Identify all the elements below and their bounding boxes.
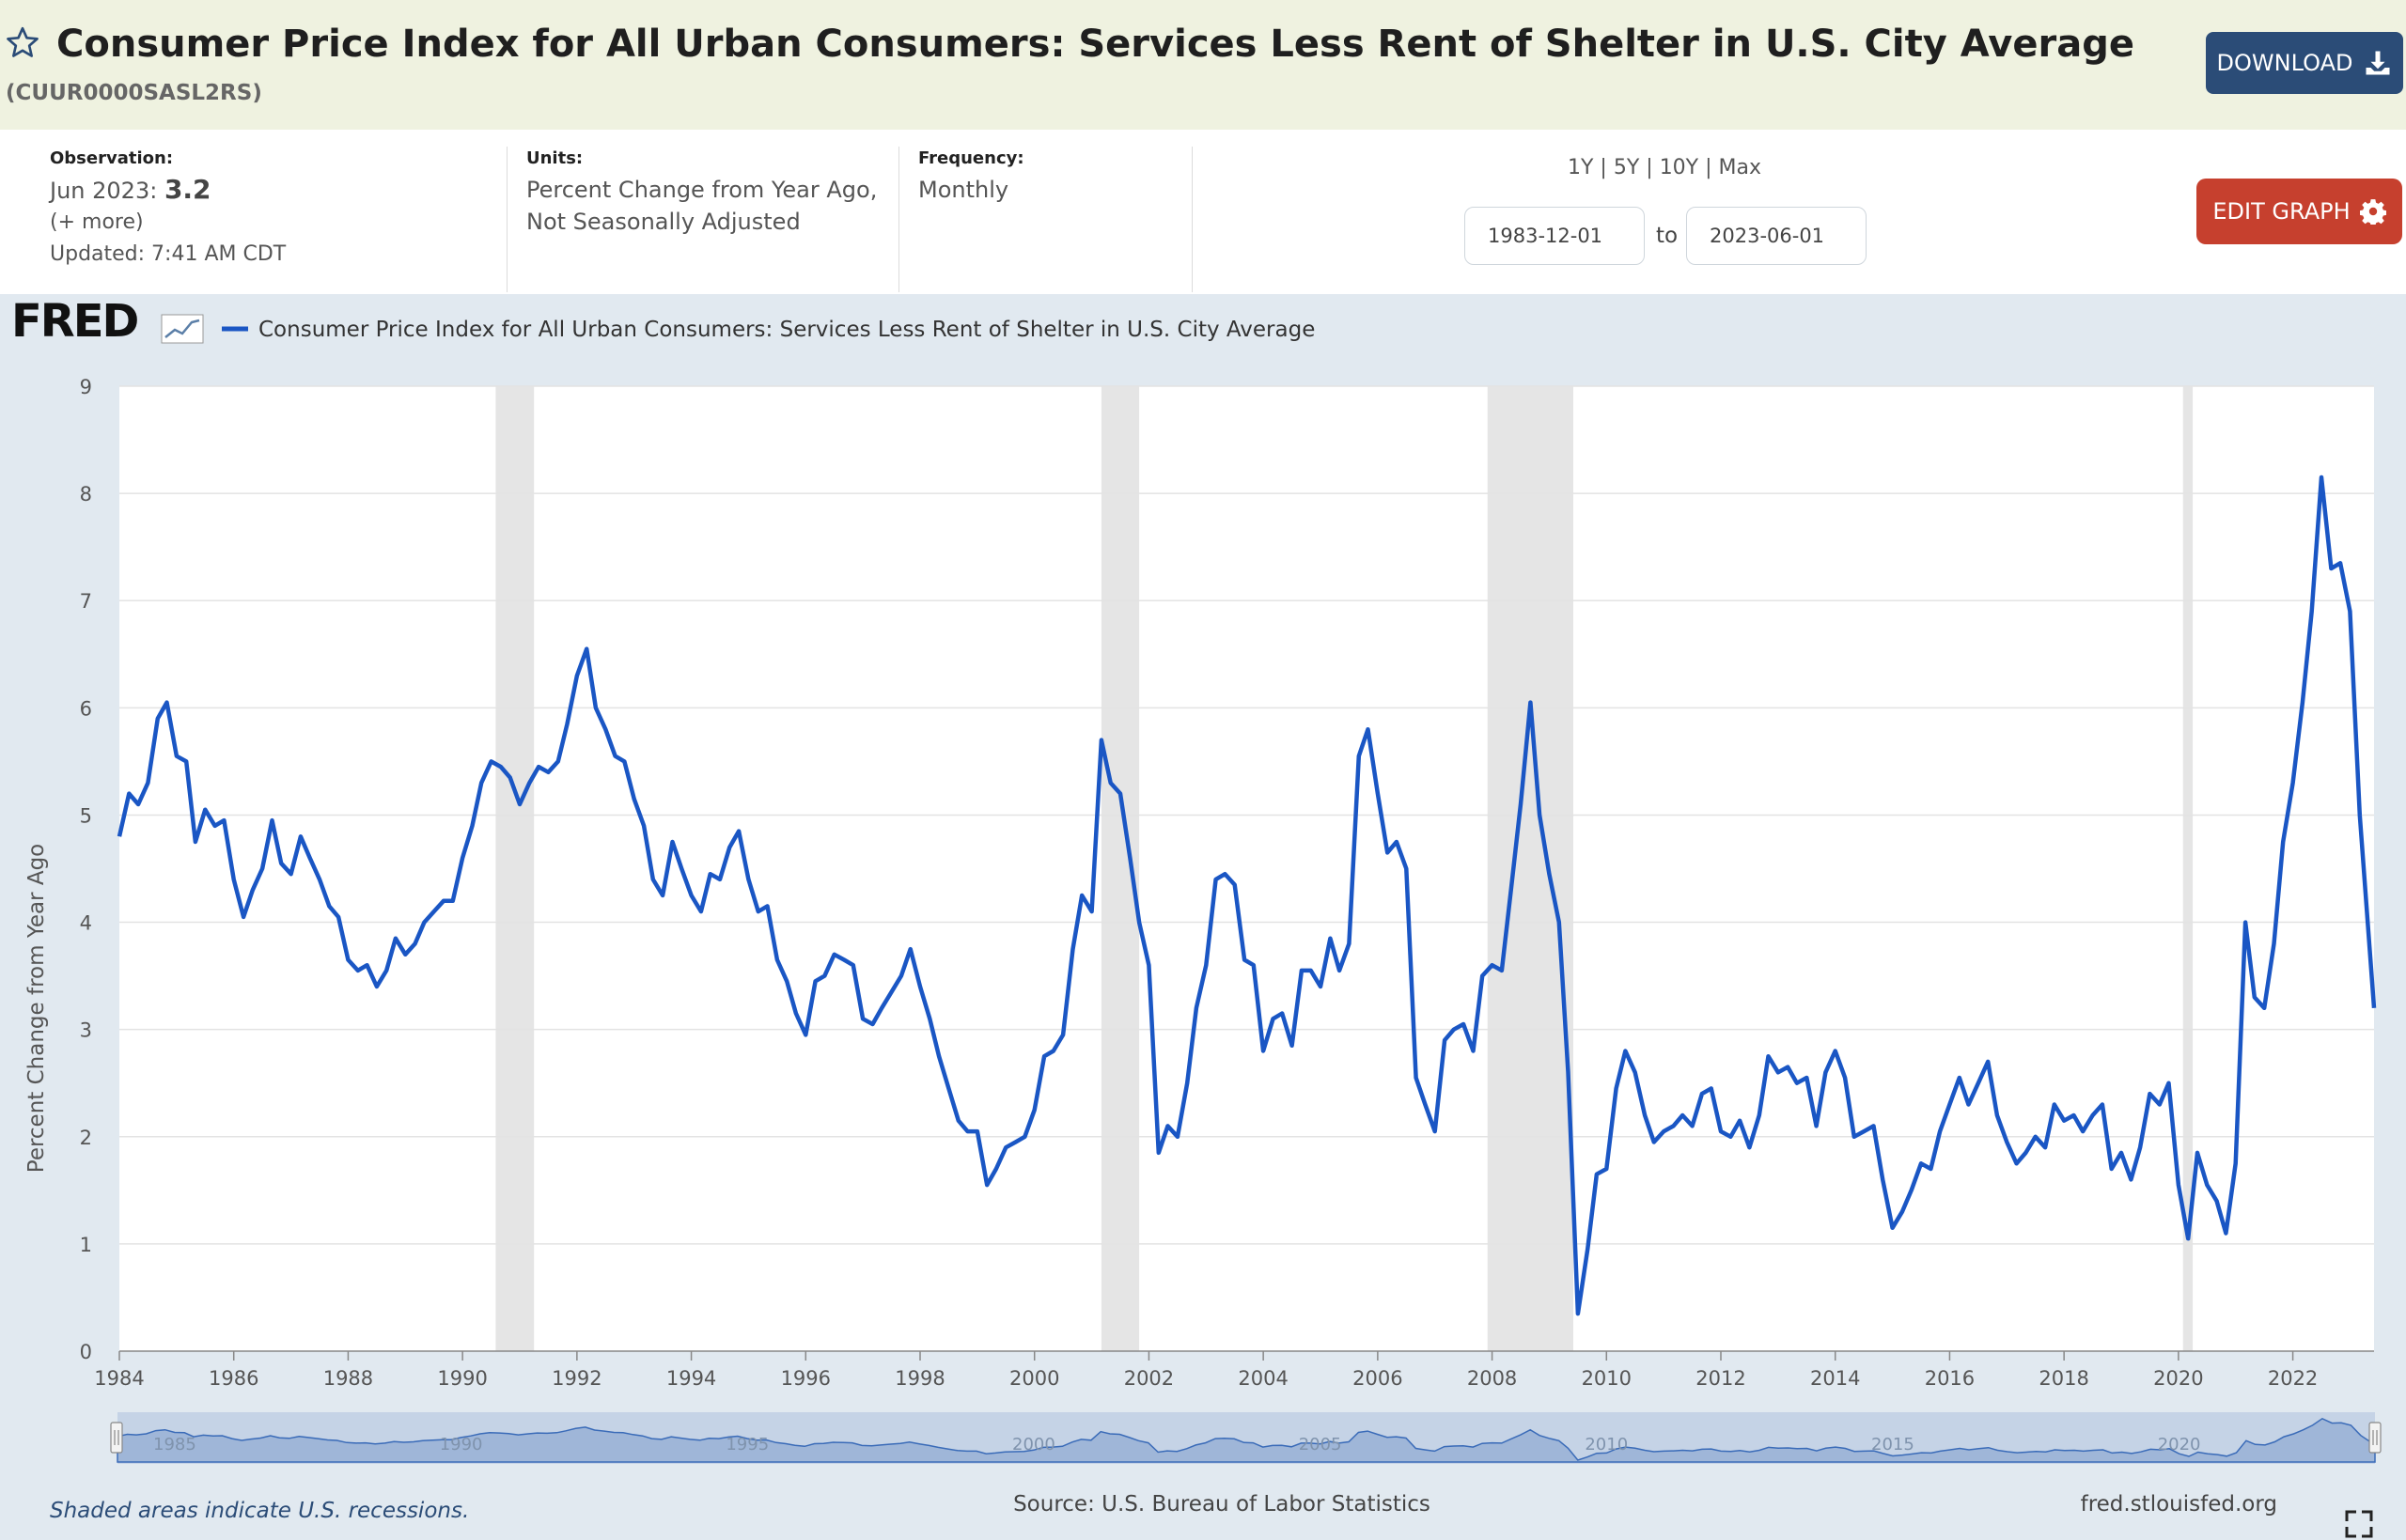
download-label: DOWNLOAD [2216,50,2353,76]
plot-background [119,386,2374,1351]
x-tick-label: 1994 [666,1367,716,1390]
x-tick-label: 2002 [1124,1367,1174,1390]
x-tick-label: 2018 [2039,1367,2088,1390]
range-link-10y[interactable]: 10Y [1659,156,1699,179]
navigator-label: 1995 [726,1435,769,1454]
range-link-5y[interactable]: 5Y [1613,156,1640,179]
navigator-label: 2015 [1871,1435,1914,1454]
frequency-value: Monthly [918,177,1009,203]
navigator-label: 2000 [1012,1435,1055,1454]
chart: FRED Consumer Price Index for All Urban … [11,295,2382,1538]
download-icon [2366,51,2390,75]
navigator-label: 2005 [1299,1435,1342,1454]
units-block: Units: Percent Change from Year Ago, Not… [526,148,877,238]
to-label: to [1656,224,1679,248]
recession-shade [495,386,535,1351]
y-tick-label: 1 [80,1234,92,1256]
end-date-input[interactable] [1686,207,1867,265]
edit-graph-button[interactable]: EDIT GRAPH [2196,179,2402,244]
x-tick-label: 2006 [1352,1367,1402,1390]
download-button[interactable]: DOWNLOAD [2206,32,2403,94]
edit-graph-label: EDIT GRAPH [2212,198,2351,225]
x-tick-label: 1990 [437,1367,487,1390]
navigator-label: 1985 [153,1435,196,1454]
divider [507,147,508,292]
range-link-max[interactable]: Max [1718,156,1762,179]
y-tick-label: 8 [80,483,92,506]
observation-date: Jun 2023: [50,178,158,204]
star-icon[interactable] [4,24,41,62]
y-tick-label: 0 [80,1341,92,1363]
y-tick-label: 6 [80,697,92,720]
x-tick-label: 2016 [1925,1367,1975,1390]
y-tick-label: 3 [80,1019,92,1042]
divider [898,147,899,292]
fullscreen-icon[interactable] [2345,1510,2373,1538]
y-tick-label: 9 [80,376,92,398]
gear-icon [2359,199,2386,225]
navigator-label: 2010 [1585,1435,1628,1454]
site-url[interactable]: fred.stlouisfed.org [2081,1492,2277,1517]
observation-block: Observation: Jun 2023: 3.2 (+ more) Upda… [50,148,286,271]
x-tick-label: 2008 [1467,1367,1517,1390]
series-id: (CUUR0000SASL2RS) [6,81,262,105]
frequency-label: Frequency: [918,148,1024,168]
y-tick-label: 7 [80,590,92,613]
y-tick-label: 4 [80,912,92,935]
divider [1192,147,1193,292]
x-tick-label: 2014 [1810,1367,1860,1390]
metadata-bar: Observation: Jun 2023: 3.2 (+ more) Upda… [0,130,2406,294]
legend-label: Consumer Price Index for All Urban Consu… [258,318,1315,342]
recession-shade [1487,386,1573,1351]
more-link[interactable]: (+ more) [50,210,144,234]
navigator-label: 1990 [440,1435,483,1454]
y-tick-label: 2 [80,1127,92,1149]
frequency-block: Frequency: Monthly [918,148,1024,206]
x-tick-label: 2012 [1695,1367,1745,1390]
recession-shade [2182,386,2194,1351]
x-tick-label: 2004 [1238,1367,1288,1390]
navigator-handle-left[interactable] [110,1422,123,1454]
start-date-input[interactable] [1464,207,1645,265]
source-text: Source: U.S. Bureau of Labor Statistics [1013,1492,1430,1517]
series-line [117,474,2377,1316]
header-bar: Consumer Price Index for All Urban Consu… [0,0,2406,130]
range-link-1y[interactable]: 1Y [1568,156,1594,179]
x-tick-label: 1986 [209,1367,258,1390]
y-axis-title: Percent Change from Year Ago [24,844,49,1173]
x-tick-label: 1984 [94,1367,144,1390]
observation-value: 3.2 [164,174,211,205]
x-tick-label: 2000 [1009,1367,1059,1390]
y-tick-label: 5 [80,804,92,827]
x-tick-label: 1996 [781,1367,831,1390]
fred-logo-icon [161,314,204,344]
navigator-series [117,1417,2376,1463]
navigator-label: 2020 [2158,1435,2201,1454]
updated-time: Updated: 7:41 AM CDT [50,242,287,266]
x-tick-label: 1998 [895,1367,945,1390]
page-title: Consumer Price Index for All Urban Consu… [56,23,2134,66]
units-label: Units: [526,148,584,168]
fred-logo: FRED [11,295,138,348]
navigator-handle-right[interactable] [2368,1422,2382,1454]
range-links: 1Y | 5Y | 10Y | Max [1568,156,1762,179]
x-tick-label: 1992 [552,1367,602,1390]
x-tick-label: 2022 [2268,1367,2318,1390]
x-tick-label: 2020 [2153,1367,2203,1390]
x-tick-label: 1988 [323,1367,373,1390]
units-line-2: Not Seasonally Adjusted [526,209,801,235]
chart-area: FRED Consumer Price Index for All Urban … [0,294,2406,1540]
recession-note: Shaded areas indicate U.S. recessions. [50,1499,469,1523]
x-tick-label: 2010 [1582,1367,1632,1390]
observation-label: Observation: [50,148,174,168]
units-line-1: Percent Change from Year Ago, [526,177,878,203]
